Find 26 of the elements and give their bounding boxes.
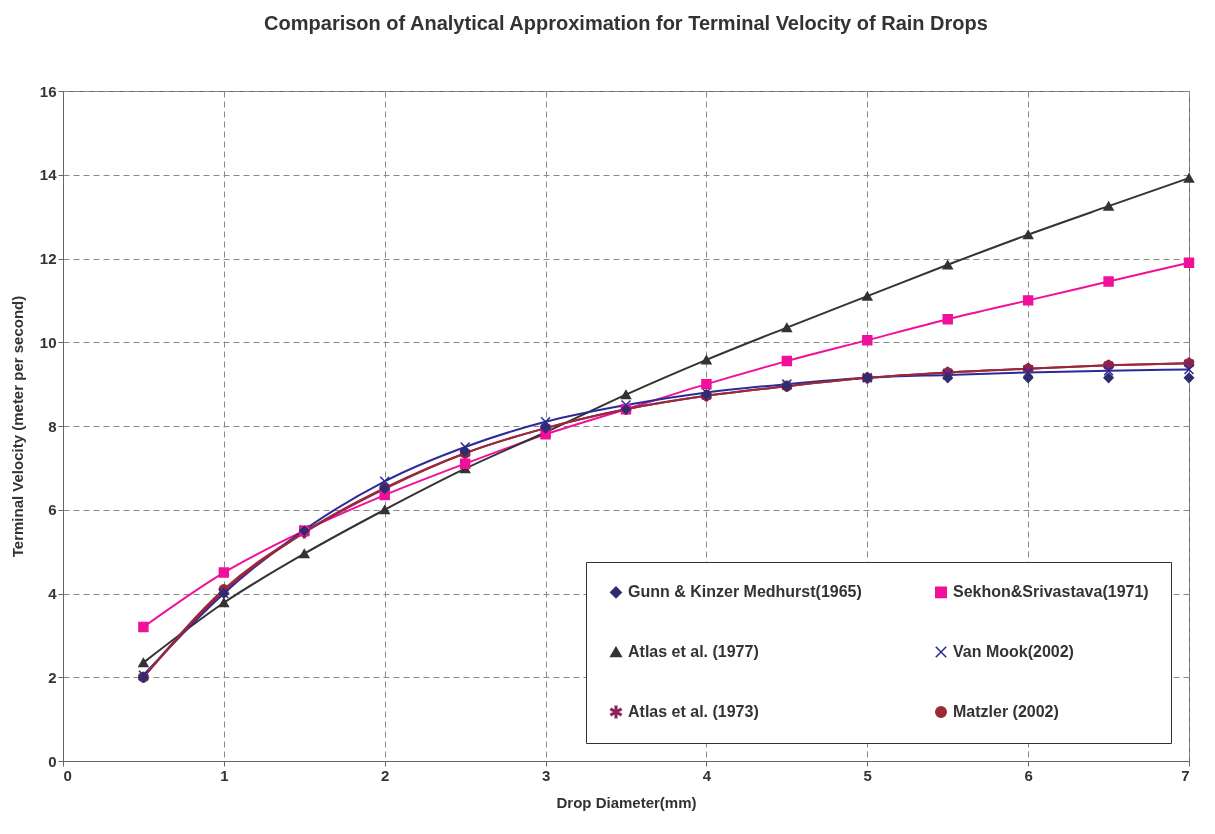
legend-label: Atlas et al. (1977) — [628, 643, 759, 660]
y-tick-label: 4 — [48, 585, 58, 602]
legend-label: Van Mook(2002) — [953, 643, 1074, 660]
x-axis-title: Drop Diameter(mm) — [556, 793, 697, 811]
y-tick-label: 8 — [48, 417, 57, 435]
x-tick-label: 4 — [702, 766, 712, 784]
y-tick-label: 16 — [39, 82, 57, 100]
legend-label: Matzler (2002) — [953, 703, 1059, 720]
y-tick-label: 10 — [39, 333, 57, 351]
chart-title: Comparison of Analytical Approximation for Terminal Velocity of Rain Drops — [264, 12, 988, 34]
x-tick-label: 0 — [63, 766, 72, 784]
x-tick-label: 5 — [863, 766, 872, 784]
x-tick-label: 6 — [1024, 766, 1033, 784]
legend-label: Gunn & Kinzer Medhurst(1965) — [628, 583, 862, 601]
y-tick-label: 2 — [48, 668, 57, 686]
legend-label: Sekhon&Srivastava(1971) — [953, 583, 1149, 601]
y-tick-label: 14 — [39, 166, 58, 184]
x-tick-label: 3 — [541, 766, 551, 784]
legend-label: Atlas et al. (1973) — [628, 703, 759, 720]
y-tick-label: 6 — [48, 501, 57, 519]
x-tick-label: 7 — [1181, 766, 1190, 784]
y-tick-label: 12 — [39, 250, 57, 267]
y-axis-title: Terminal Velocity (meter per second) — [8, 295, 26, 558]
x-tick-label: 2 — [381, 766, 390, 784]
x-tick-label: 1 — [220, 766, 229, 784]
y-tick-label: 0 — [48, 752, 57, 770]
